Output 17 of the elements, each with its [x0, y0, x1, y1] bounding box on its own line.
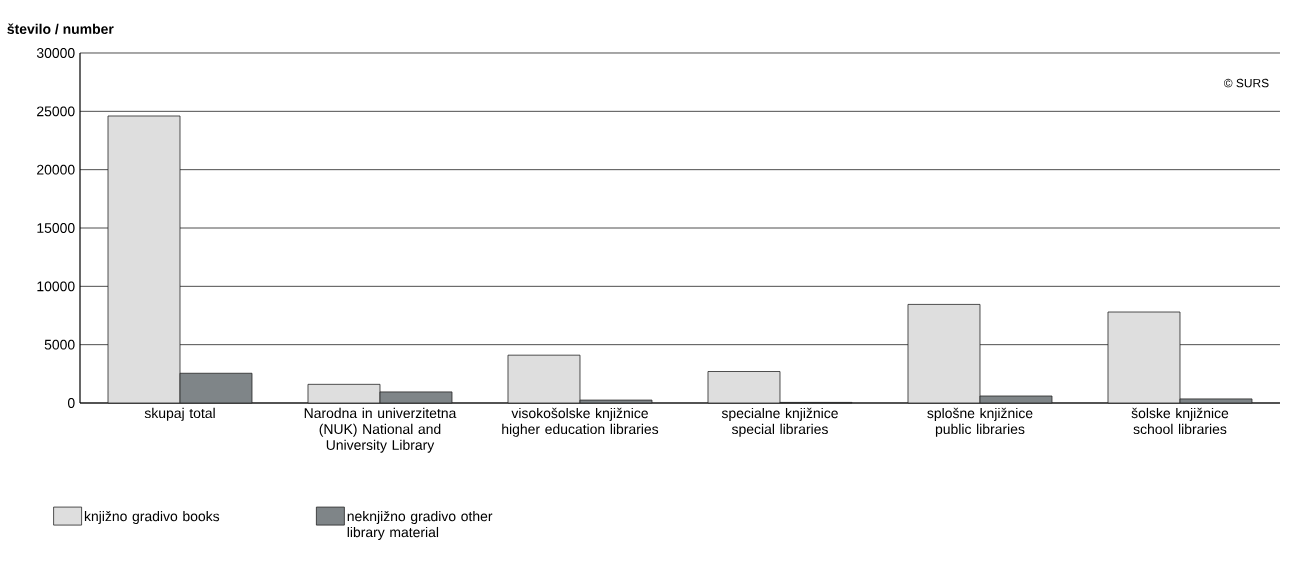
legend-label: neknjižno gradivo other library material: [347, 510, 493, 540]
x-tick-label: šolske knjižnice school libraries: [1131, 407, 1229, 435]
y-tick-label: 5000: [44, 339, 75, 350]
x-tick-label: visokošolske knjižnice higher education libraries: [502, 407, 659, 437]
x-tick-label: specialne knjižnice special libraries: [721, 407, 838, 437]
x-tick-label: splošne knjižnice public libraries: [927, 407, 1033, 437]
y-tick-label: 15000: [37, 223, 75, 233]
y-tick-label: 30000: [36, 48, 75, 58]
annotation: © SURS: [1223, 78, 1269, 88]
y-axis-title: število / number: [7, 23, 114, 35]
y-tick-label: 10000: [37, 281, 75, 292]
x-tick-label: skupaj total: [144, 407, 215, 421]
legend-label: knjižno gradivo books: [84, 510, 220, 525]
y-tick-label: 20000: [37, 164, 75, 175]
x-tick-label: Narodna in univerzitetna (NUK) National and University Library: [304, 407, 457, 453]
y-tick-label: 0: [67, 398, 75, 408]
y-tick-label: 25000: [37, 106, 75, 117]
